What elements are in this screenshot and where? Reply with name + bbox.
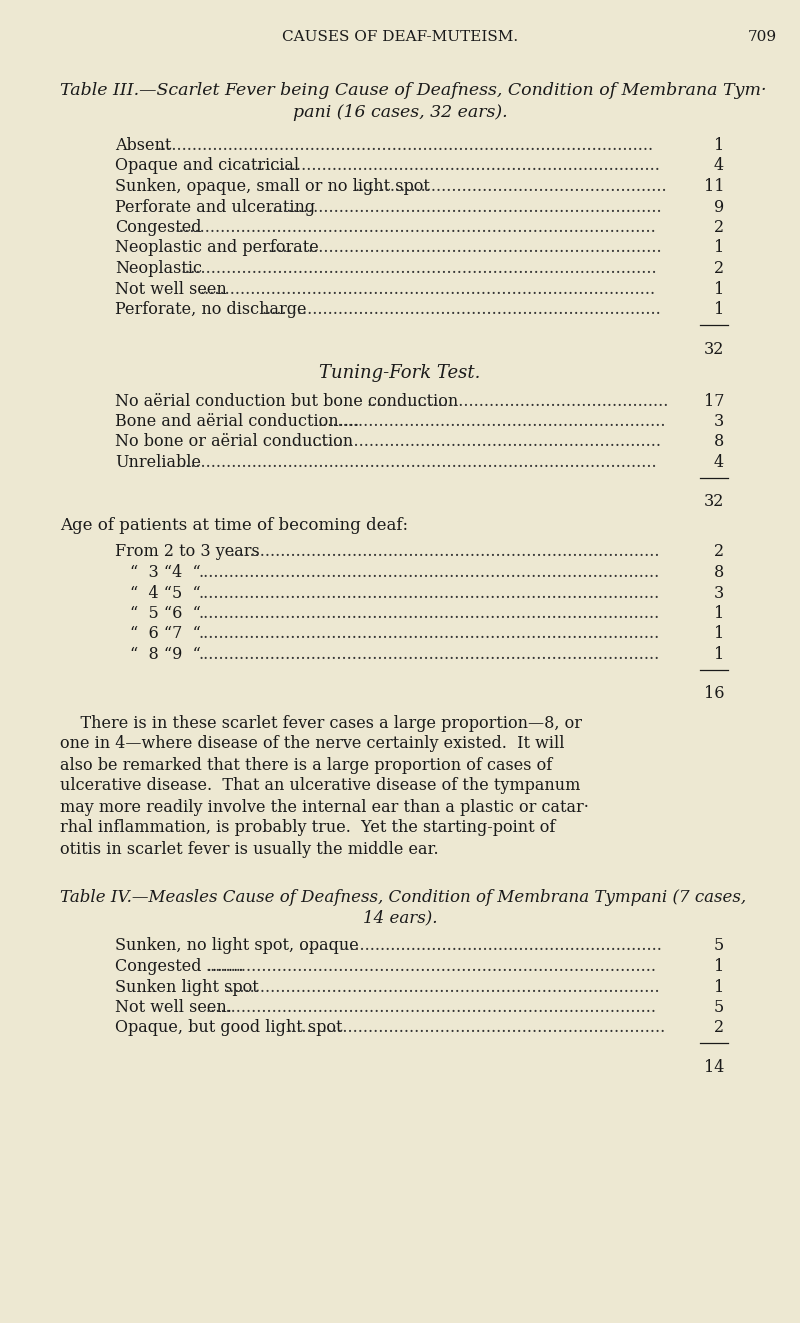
Text: From 2 to 3 years: From 2 to 3 years <box>115 544 260 561</box>
Text: 1: 1 <box>714 138 724 153</box>
Text: ulcerative disease.  That an ulcerative disease of the tympanum: ulcerative disease. That an ulcerative d… <box>60 778 580 795</box>
Text: 1: 1 <box>714 239 724 257</box>
Text: Table IV.—Measles Cause of Deafness, Condition of Membrana Tympani (7 cases,: Table IV.—Measles Cause of Deafness, Con… <box>60 889 746 906</box>
Text: Opaque and cicatricial: Opaque and cicatricial <box>115 157 299 175</box>
Text: ................................................................................: ........................................… <box>199 646 660 663</box>
Text: .............................................................................: ........................................… <box>268 198 662 216</box>
Text: 1: 1 <box>714 626 724 643</box>
Text: 14: 14 <box>704 1058 724 1076</box>
Text: ....................................................................: ........................................… <box>318 413 666 430</box>
Text: 32: 32 <box>704 340 724 357</box>
Text: Sunken, opaque, small or no light spot: Sunken, opaque, small or no light spot <box>115 179 430 194</box>
Text: ................................................................................: ........................................… <box>175 220 657 235</box>
Text: ................................................................................: ........................................… <box>156 138 654 153</box>
Text: 2: 2 <box>714 220 724 235</box>
Text: 2: 2 <box>714 544 724 561</box>
Text: 2: 2 <box>714 261 724 277</box>
Text: There is in these scarlet fever cases a large proportion—8, or: There is in these scarlet fever cases a … <box>60 714 582 732</box>
Text: otitis in scarlet fever is usually the middle ear.: otitis in scarlet fever is usually the m… <box>60 840 438 857</box>
Text: 8: 8 <box>714 434 724 451</box>
Text: Unreliable: Unreliable <box>115 454 201 471</box>
Text: may more readily involve the internal ear than a plastic or catar·: may more readily involve the internal ea… <box>60 799 589 815</box>
Text: .............................................................................: ........................................… <box>268 239 662 257</box>
Text: “  3 “4  “: “ 3 “4 “ <box>130 564 201 581</box>
Text: rhal inflammation, is probably true.  Yet the starting-point of: rhal inflammation, is probably true. Yet… <box>60 819 555 836</box>
Text: No aërial conduction but bone conduction: No aërial conduction but bone conduction <box>115 393 458 410</box>
Text: ................................................................................: ........................................… <box>199 585 660 602</box>
Text: ........................................................................: ........................................… <box>293 434 662 451</box>
Text: pani (16 cases, 32 ears).: pani (16 cases, 32 ears). <box>293 105 507 120</box>
Text: Age of patients at time of becoming deaf:: Age of patients at time of becoming deaf… <box>60 517 408 534</box>
Text: 8: 8 <box>714 564 724 581</box>
Text: .............................................................: ........................................… <box>354 179 667 194</box>
Text: 1: 1 <box>714 280 724 298</box>
Text: 3: 3 <box>714 413 724 430</box>
Text: one in 4—where disease of the nerve certainly existed.  It will: one in 4—where disease of the nerve cert… <box>60 736 565 753</box>
Text: ..........................................................................: ........................................… <box>286 1020 666 1036</box>
Text: 11: 11 <box>703 179 724 194</box>
Text: CAUSES OF DEAF-MUTEISM.: CAUSES OF DEAF-MUTEISM. <box>282 30 518 44</box>
Text: Sunken light spot: Sunken light spot <box>115 979 258 995</box>
Text: 1: 1 <box>714 302 724 318</box>
Text: ................................................................................: ........................................… <box>199 564 660 581</box>
Text: Sunken, no light spot, opaque: Sunken, no light spot, opaque <box>115 938 358 954</box>
Text: “  4 “5  “: “ 4 “5 “ <box>130 585 201 602</box>
Text: Opaque, but good light spot: Opaque, but good light spot <box>115 1020 342 1036</box>
Text: 9: 9 <box>714 198 724 216</box>
Text: ................................................................................: ........................................… <box>181 454 658 471</box>
Text: “  6 “7  “: “ 6 “7 “ <box>130 626 201 643</box>
Text: 4: 4 <box>714 454 724 471</box>
Text: 5: 5 <box>714 938 724 954</box>
Text: 2: 2 <box>714 1020 724 1036</box>
Text: 5: 5 <box>714 999 724 1016</box>
Text: also be remarked that there is a large proportion of cases of: also be remarked that there is a large p… <box>60 757 552 774</box>
Text: ................................................................................: ........................................… <box>206 958 657 975</box>
Text: ................................................................................: ........................................… <box>206 999 657 1016</box>
Text: Congested …….: Congested ……. <box>115 958 249 975</box>
Text: No bone or aërial conduction: No bone or aërial conduction <box>115 434 353 451</box>
Text: “  5 “6  “: “ 5 “6 “ <box>130 605 201 622</box>
Text: ................................................................................: ........................................… <box>199 605 660 622</box>
Text: ................................................................................: ........................................… <box>181 261 658 277</box>
Text: 32: 32 <box>704 493 724 511</box>
Text: 4: 4 <box>714 157 724 175</box>
Text: ................................................................................: ........................................… <box>199 626 660 643</box>
Text: Table III.—Scarlet Fever being Cause of Deafness, Condition of Membrana Tym·: Table III.—Scarlet Fever being Cause of … <box>60 82 766 99</box>
Text: Neoplastic: Neoplastic <box>115 261 202 277</box>
Text: Not well seen.: Not well seen. <box>115 999 232 1016</box>
Text: 1: 1 <box>714 646 724 663</box>
Text: Bone and aërial conduction....: Bone and aërial conduction.... <box>115 413 370 430</box>
Text: 14 ears).: 14 ears). <box>362 909 438 926</box>
Text: ................................................................................: ........................................… <box>224 979 660 995</box>
Text: 3: 3 <box>714 585 724 602</box>
Text: Not well seen: Not well seen <box>115 280 226 298</box>
Text: Perforate and ulcerating: Perforate and ulcerating <box>115 198 315 216</box>
Text: 1: 1 <box>714 605 724 622</box>
Text: Perforate, no discharge: Perforate, no discharge <box>115 302 306 318</box>
Text: ...........................................................: ........................................… <box>367 393 670 410</box>
Text: 709: 709 <box>748 30 777 44</box>
Text: 17: 17 <box>703 393 724 410</box>
Text: Neoplastic and perforate: Neoplastic and perforate <box>115 239 318 257</box>
Text: ..............................................................................: ........................................… <box>262 302 662 318</box>
Text: ................................................................................: ........................................… <box>200 280 656 298</box>
Text: Absent: Absent <box>115 138 171 153</box>
Text: 16: 16 <box>703 685 724 703</box>
Text: “  8 “9  “: “ 8 “9 “ <box>130 646 201 663</box>
Text: Tuning-Fork Test.: Tuning-Fork Test. <box>319 365 481 382</box>
Text: Congested: Congested <box>115 220 202 235</box>
Text: 1: 1 <box>714 979 724 995</box>
Text: ...............................................................................: ........................................… <box>255 157 660 175</box>
Text: ................................................................................: ........................................… <box>230 544 660 561</box>
Text: 1: 1 <box>714 958 724 975</box>
Text: .......................................................................: ........................................… <box>299 938 662 954</box>
